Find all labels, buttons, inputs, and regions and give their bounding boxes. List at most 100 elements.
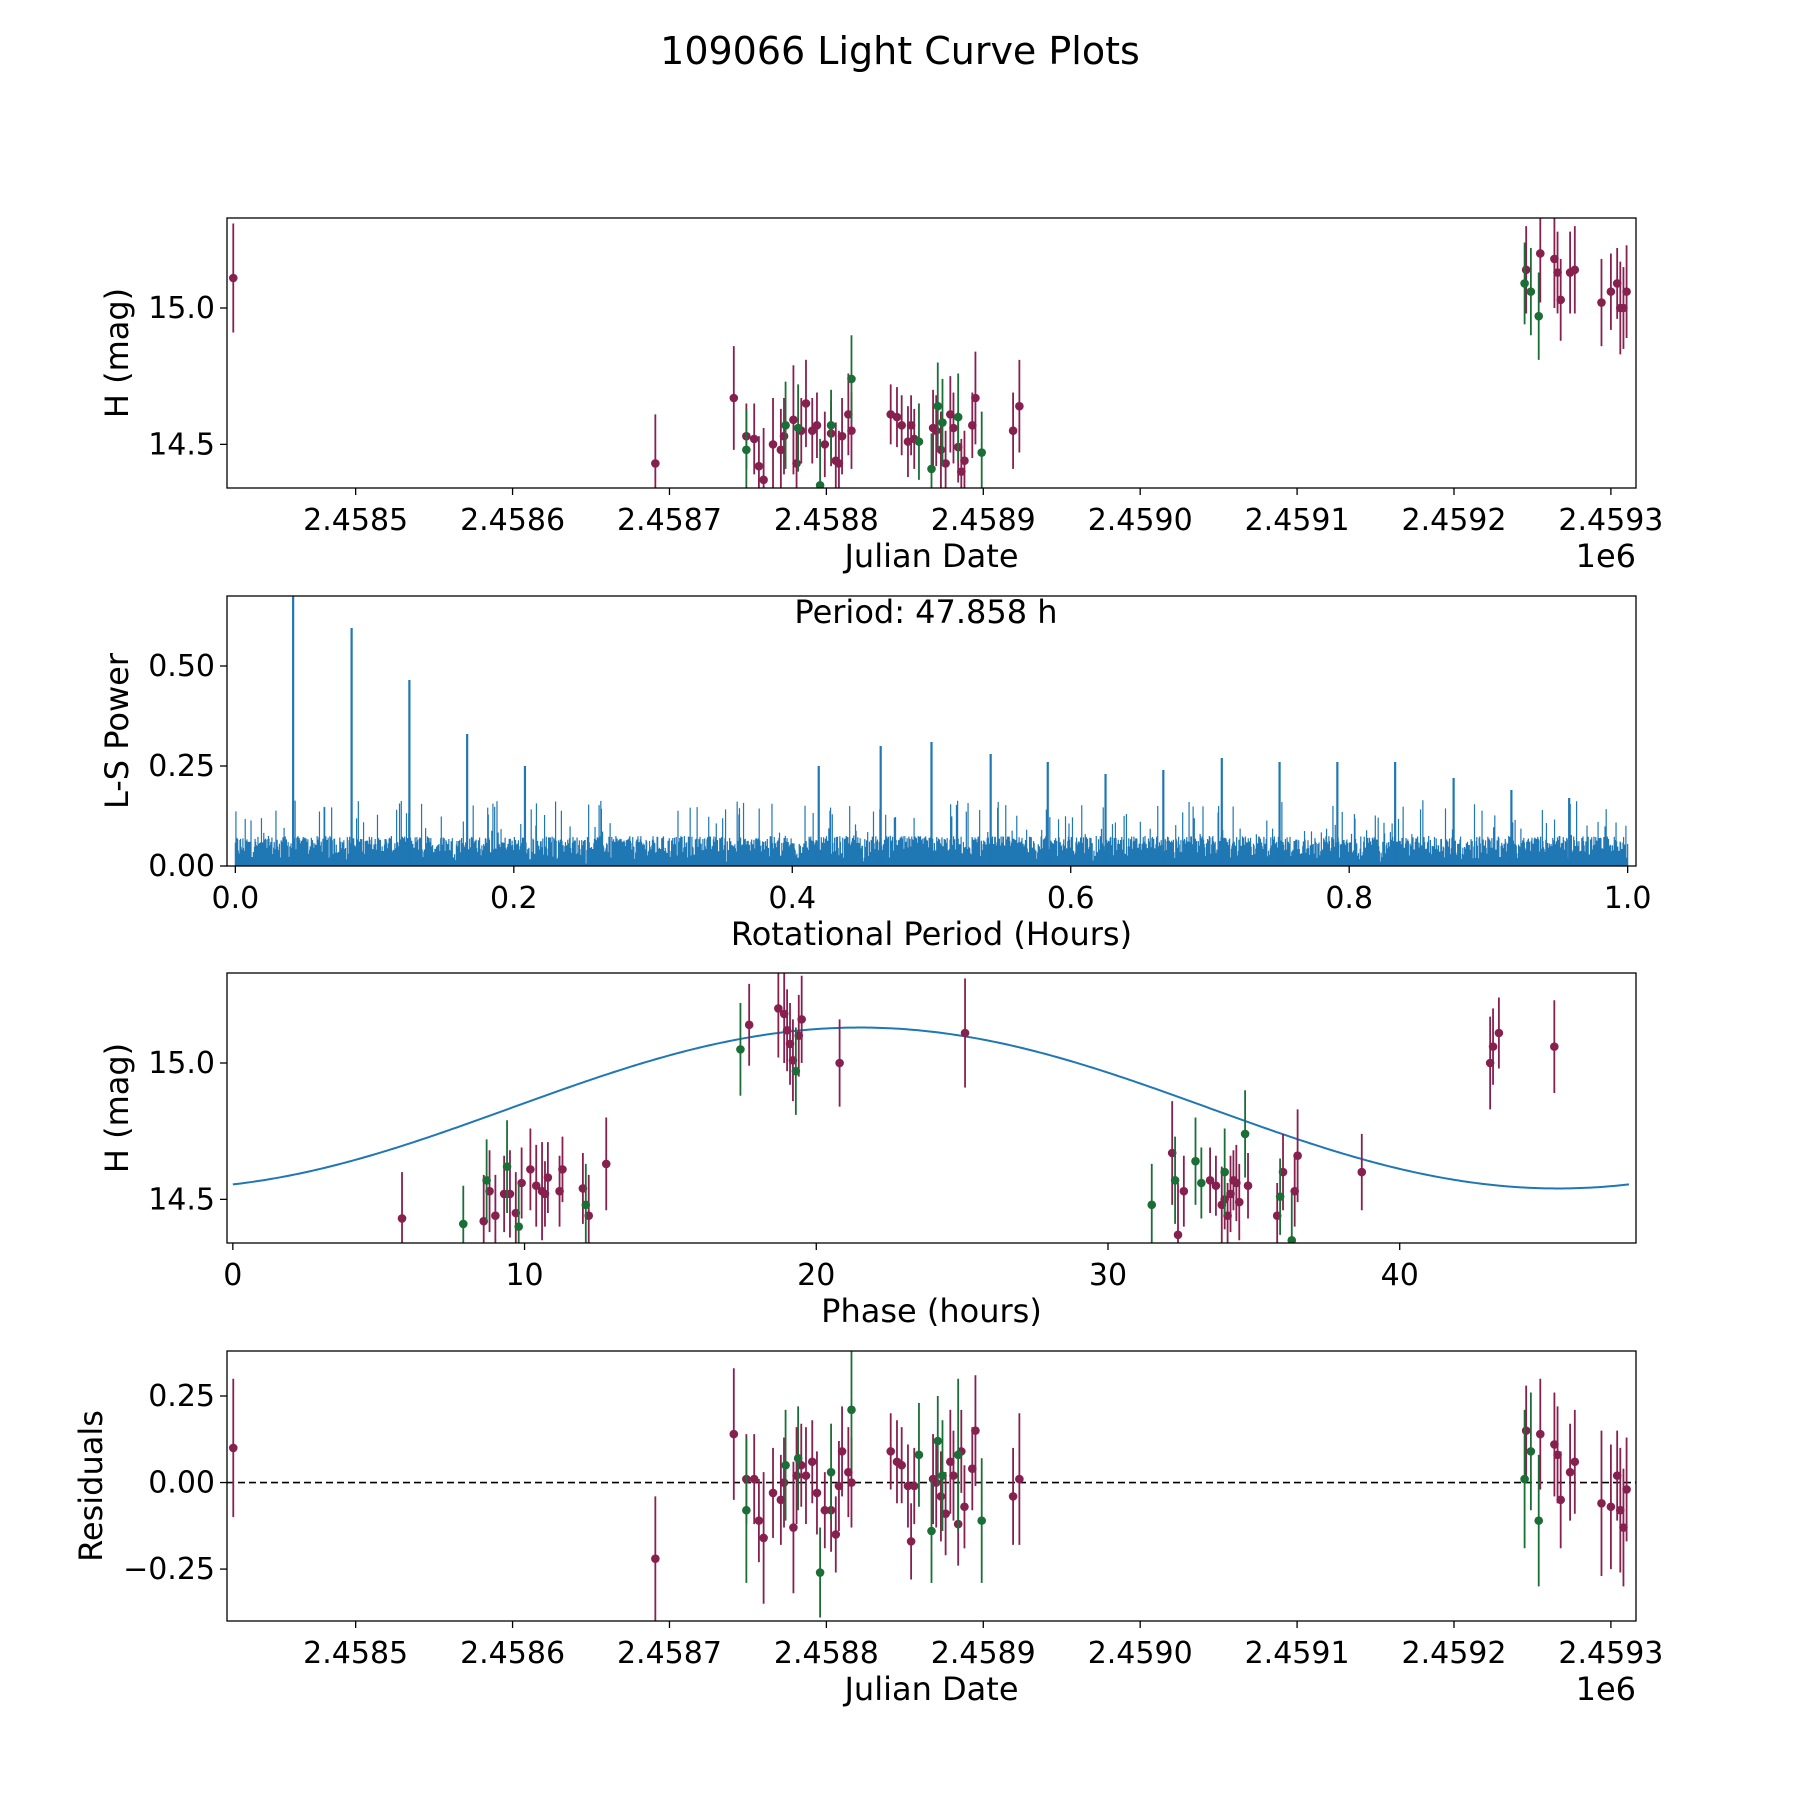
data-point (933, 1436, 943, 1446)
data-point (834, 1481, 844, 1491)
data-point (1293, 1151, 1302, 1161)
data-point (797, 1015, 806, 1024)
y-tick-label: 14.5 (148, 1182, 215, 1217)
data-point (1240, 1129, 1250, 1139)
data-point (820, 1505, 830, 1515)
axes-frame (226, 1350, 1637, 1622)
data-point (651, 1554, 660, 1563)
data-point (1612, 279, 1622, 288)
data-point (835, 1058, 844, 1068)
data-point (914, 437, 924, 446)
data-point (482, 1175, 491, 1185)
data-point (1197, 1178, 1206, 1188)
data-point (749, 1474, 759, 1484)
data-point (1173, 1230, 1183, 1240)
x-tick-label: 0.0 (211, 881, 259, 916)
data-point (768, 440, 778, 449)
data-point (759, 475, 768, 485)
x-axis-label: Julian Date (842, 1670, 1018, 1708)
data-point (897, 1460, 906, 1470)
y-axis-label: H (mag) (98, 1043, 136, 1173)
data-point (1243, 1181, 1253, 1191)
data-point (776, 445, 786, 455)
data-point (834, 459, 844, 468)
data-point (1220, 1167, 1229, 1177)
data-point (1008, 426, 1018, 436)
x-axis-label: Rotational Period (Hours) (731, 915, 1132, 953)
data-point (1534, 1516, 1544, 1525)
data-point (909, 1481, 919, 1491)
data-point (1008, 1492, 1018, 1501)
data-point (781, 420, 790, 430)
data-point (967, 1464, 977, 1473)
data-point (1521, 1426, 1531, 1435)
data-point (1357, 1167, 1367, 1177)
data-points (228, 1351, 1631, 1621)
data-point (1619, 303, 1628, 313)
data-point (1147, 1200, 1157, 1210)
period-annotation: Period: 47.858 h (794, 593, 1057, 631)
data-point (971, 393, 980, 403)
data-point (931, 426, 941, 436)
data-point (812, 420, 822, 430)
x-tick-label: 2.4585 (303, 1636, 408, 1671)
data-point (779, 431, 789, 441)
data-point (792, 459, 801, 468)
data-point (847, 426, 856, 436)
data-point (651, 459, 660, 468)
data-point (953, 412, 963, 422)
data-point (1550, 1042, 1559, 1051)
y-axis-label: H (mag) (98, 288, 136, 418)
data-point (1570, 265, 1580, 275)
data-point (744, 1020, 754, 1030)
data-point (977, 448, 987, 457)
data-point (820, 440, 830, 449)
x-tick-label: 0.8 (1325, 881, 1373, 916)
data-point (927, 1526, 936, 1536)
data-point (793, 1454, 803, 1463)
data-point (1191, 1156, 1200, 1166)
data-point (1535, 249, 1545, 258)
x-tick-label: 1.0 (1604, 881, 1652, 916)
y-tick-label: −0.25 (123, 1552, 215, 1587)
data-point (729, 393, 739, 403)
x-offset-label: 1e6 (1576, 1670, 1636, 1708)
y-tick-label: 15.0 (148, 1046, 215, 1081)
data-point (1526, 287, 1536, 296)
panel-light-curve: 2.4585 2.4586 2.4587 2.4588 2.4589 2.4590 2.45… (98, 217, 1663, 575)
data-point (933, 401, 943, 411)
x-tick-label: 0.2 (490, 881, 538, 916)
figure-title: 109066 Light Curve Plots (660, 29, 1140, 73)
data-point (397, 1214, 407, 1223)
data-point (826, 420, 836, 430)
x-tick-label: 2.4587 (617, 503, 722, 538)
data-point (892, 412, 902, 422)
data-point (826, 1467, 836, 1477)
x-tick-label: 10 (505, 1258, 543, 1293)
data-point (1234, 1197, 1244, 1207)
y-tick-label: 15.0 (148, 291, 215, 326)
x-tick-label: 2.4585 (303, 503, 408, 538)
data-point (1287, 1235, 1297, 1243)
data-point (791, 1066, 801, 1076)
y-tick-label: 0.00 (148, 849, 215, 884)
data-point (1553, 268, 1562, 277)
data-point (1597, 1499, 1606, 1508)
data-point (1622, 287, 1631, 296)
data-point (1015, 401, 1024, 411)
data-point (774, 1004, 783, 1013)
data-point (960, 456, 969, 466)
data-point (742, 1505, 751, 1515)
data-point (847, 1405, 856, 1415)
data-point (847, 374, 856, 384)
x-tick-label: 2.4586 (460, 1636, 565, 1671)
x-tick-label: 2.4590 (1088, 1636, 1193, 1671)
data-point (1211, 1181, 1221, 1191)
data-point (1179, 1186, 1189, 1196)
data-point (1550, 1440, 1559, 1449)
data-point (847, 1478, 856, 1487)
data-point (977, 1516, 987, 1525)
data-point (1556, 1495, 1565, 1505)
data-point (1488, 1042, 1498, 1051)
data-point (906, 1537, 916, 1546)
